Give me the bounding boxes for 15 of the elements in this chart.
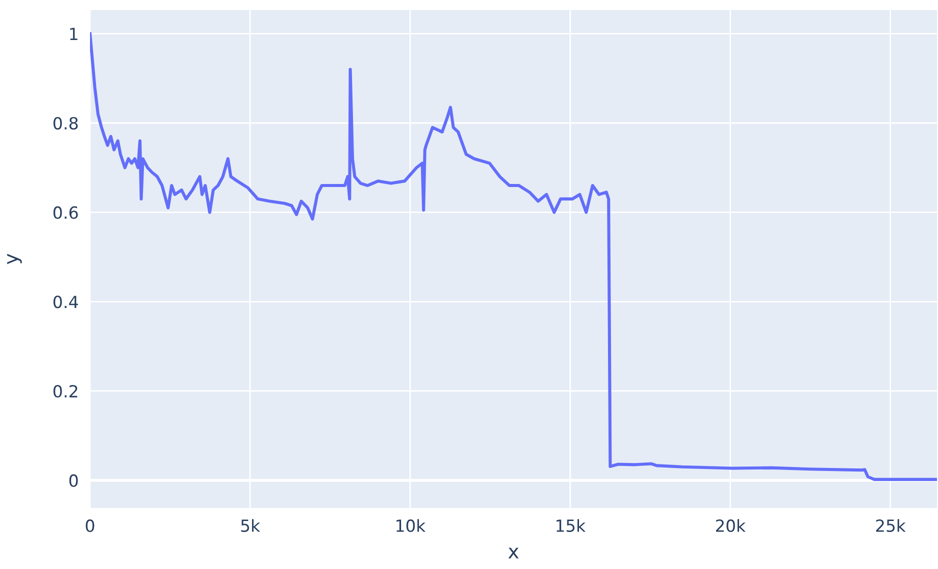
x-tick-label: 15k xyxy=(556,519,586,532)
x-tick-label: 25k xyxy=(876,519,906,532)
y-tick-label: 0.6 xyxy=(53,206,78,219)
y-tick-label: 0.4 xyxy=(53,296,78,308)
line-series xyxy=(90,32,938,481)
y-tick-label: 0 xyxy=(69,474,78,487)
y-tick-label: 0.2 xyxy=(53,384,78,398)
x-tick-label: 5k xyxy=(241,519,260,532)
x-tick-label: 10k xyxy=(396,519,426,532)
y-tick-label: 1 xyxy=(70,28,78,40)
x-tick-label: 0 xyxy=(86,519,94,532)
y-tick-label: 0.8 xyxy=(53,116,78,130)
x-tick-label: 20k xyxy=(716,519,746,532)
x-axis-title: x xyxy=(508,548,519,558)
y-axis-title: y xyxy=(7,254,22,264)
